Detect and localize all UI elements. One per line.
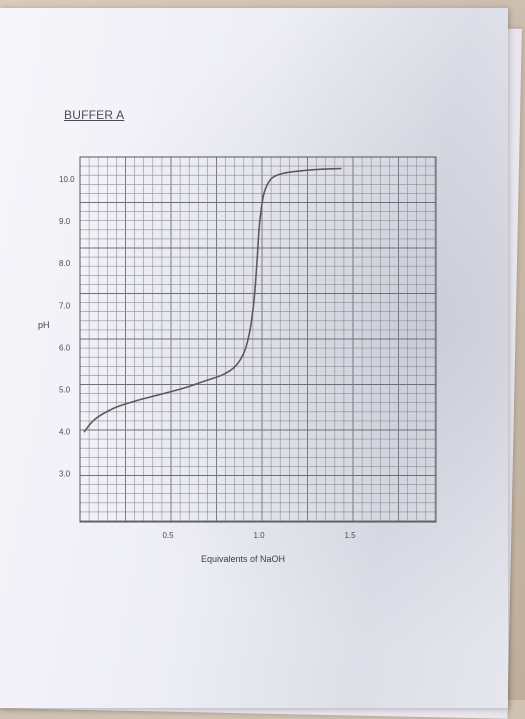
x-tick-label: 1.0 [253,531,265,540]
grid-border [79,156,437,523]
x-tick-label: 0.5 [162,531,174,540]
y-axis-ticks: 10.0 9.0 8.0 7.0 6.0 5.0 4.0 3.0 [59,175,75,479]
x-tick-label: 1.5 [344,531,356,540]
y-axis-label: pH [38,320,50,330]
y-tick-label: 9.0 [59,217,71,226]
titration-chart: 10.0 9.0 8.0 7.0 6.0 5.0 4.0 3.0 0.5 1.0 1.5 pH E… [38,156,437,564]
x-axis-ticks: 0.5 1.0 1.5 [162,531,356,540]
y-tick-label: 6.0 [59,343,71,352]
x-axis-label: Equivalents of NaOH [201,554,285,564]
graph-grid [79,156,437,523]
y-tick-label: 7.0 [59,301,71,310]
y-tick-label: 4.0 [59,428,71,437]
y-tick-label: 10.0 [59,175,75,184]
y-tick-label: 8.0 [59,259,71,268]
titration-curve [83,167,342,433]
y-tick-label: 3.0 [59,470,71,479]
chart-title: BUFFER A [64,108,125,122]
y-tick-label: 5.0 [59,386,71,395]
